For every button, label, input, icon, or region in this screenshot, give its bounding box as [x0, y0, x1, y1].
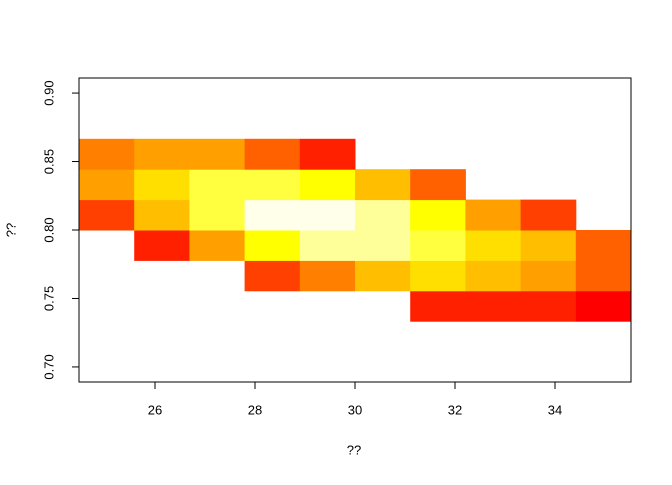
heat-cell	[134, 138, 190, 170]
heat-cell	[299, 169, 356, 201]
heat-cell	[134, 199, 190, 231]
heat-cell	[575, 260, 632, 292]
heat-cell	[299, 138, 356, 170]
heat-cell	[134, 169, 190, 201]
y-tick-label: 0.85	[41, 149, 56, 174]
heat-cell	[79, 169, 135, 201]
heat-cell	[410, 290, 466, 322]
heat-cell	[355, 199, 411, 231]
heat-cell	[79, 138, 135, 170]
heat-cell	[189, 138, 246, 170]
y-tick-label: 0.75	[41, 286, 56, 311]
heat-cell	[299, 199, 356, 231]
heat-cell	[410, 260, 466, 292]
heat-cell	[355, 260, 411, 292]
y-tick-label: 0.80	[41, 217, 56, 242]
heat-cell	[299, 230, 356, 261]
heat-cell	[299, 260, 356, 292]
heat-cell	[244, 230, 301, 261]
heat-cell	[355, 230, 411, 261]
y-tick-label: 0.90	[41, 80, 56, 105]
x-tick-label: 32	[448, 402, 462, 417]
heat-cell	[465, 290, 522, 322]
x-tick-label: 28	[248, 402, 262, 417]
heat-cell	[465, 260, 522, 292]
heat-cell	[520, 230, 577, 261]
heat-cell	[189, 169, 246, 201]
y-axis-label: ??	[3, 223, 18, 237]
heat-cell	[244, 199, 301, 231]
heat-cell	[520, 260, 577, 292]
x-tick-label: 26	[148, 402, 162, 417]
heat-cell	[134, 230, 190, 261]
x-tick-label: 30	[348, 402, 362, 417]
heat-cell	[189, 199, 246, 231]
y-tick-label: 0.70	[41, 354, 56, 379]
heat-cell	[465, 230, 522, 261]
heat-cell	[520, 199, 577, 231]
heat-cell	[575, 290, 632, 322]
heat-cell	[355, 169, 411, 201]
x-tick-label: 34	[548, 402, 562, 417]
heat-cell	[465, 199, 522, 231]
heat-cell	[244, 138, 301, 170]
heat-cell	[410, 230, 466, 261]
heat-cell	[520, 290, 577, 322]
heat-cell	[244, 260, 301, 292]
heat-cell	[575, 230, 632, 261]
x-axis-label: ??	[347, 442, 361, 457]
heat-cell	[410, 169, 466, 201]
heat-cell	[410, 199, 466, 231]
heat-cell	[79, 199, 135, 231]
heat-cell	[189, 230, 246, 261]
heat-cell	[244, 169, 301, 201]
